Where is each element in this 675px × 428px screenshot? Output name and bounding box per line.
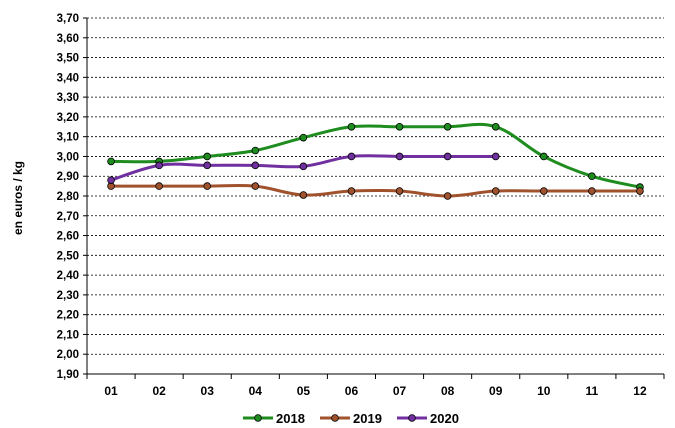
legend: 2018 2019 2020 bbox=[243, 411, 459, 426]
legend-item-2018: 2018 bbox=[243, 411, 305, 426]
x-tick-label: 03 bbox=[201, 384, 215, 398]
x-tick-label: 07 bbox=[393, 384, 407, 398]
y-tick-label: 3,10 bbox=[57, 132, 79, 144]
series-2020 bbox=[107, 152, 500, 184]
data-point-2020 bbox=[491, 152, 500, 161]
data-point-2020 bbox=[155, 161, 163, 170]
data-point-2019 bbox=[395, 187, 404, 195]
legend-swatch-marker bbox=[254, 414, 262, 422]
y-tick-label: 2,20 bbox=[57, 310, 79, 322]
data-point-2018 bbox=[203, 152, 212, 161]
y-tick-label: 3,20 bbox=[57, 112, 79, 124]
data-point-2019 bbox=[299, 191, 308, 199]
y-tick-label: 3,70 bbox=[57, 13, 79, 25]
data-point-2018 bbox=[443, 122, 452, 131]
gridlines bbox=[87, 17, 664, 355]
x-tick-label: 04 bbox=[249, 384, 263, 398]
y-tick-label: 3,00 bbox=[57, 151, 79, 163]
data-point-2018 bbox=[347, 122, 356, 131]
x-tick-label: 01 bbox=[104, 384, 118, 398]
x-tick-labels: 01 02 03 04 05 06 07 08 09 10 11 12 bbox=[104, 384, 647, 398]
x-tick-label: 11 bbox=[586, 384, 599, 398]
series-line-2019 bbox=[109, 183, 642, 198]
y-tick-label: 2,30 bbox=[57, 290, 79, 302]
y-tick-label: 2,80 bbox=[57, 191, 79, 203]
y-tick-label: 1,90 bbox=[57, 369, 79, 381]
data-point-2020 bbox=[347, 152, 356, 161]
data-point-2019 bbox=[636, 187, 644, 195]
data-point-2019 bbox=[588, 187, 596, 195]
legend-label: 2019 bbox=[353, 411, 382, 426]
y-tick-label: 2,50 bbox=[57, 250, 79, 262]
y-tick-label: 3,50 bbox=[57, 53, 79, 65]
axes bbox=[83, 17, 665, 379]
data-point-2019 bbox=[539, 187, 548, 195]
x-tick-label: 02 bbox=[152, 384, 166, 398]
data-point-2020 bbox=[443, 152, 452, 161]
series-lines bbox=[107, 122, 644, 200]
data-point-2018 bbox=[107, 157, 115, 166]
data-point-2018 bbox=[299, 133, 308, 142]
legend-swatch-marker bbox=[331, 414, 339, 422]
data-point-2018 bbox=[588, 172, 596, 181]
y-tick-label: 2,70 bbox=[57, 211, 79, 223]
x-tick-label: 06 bbox=[345, 384, 359, 398]
data-point-2019 bbox=[251, 182, 260, 190]
data-point-2018 bbox=[251, 146, 260, 155]
series-line-2018 bbox=[109, 122, 642, 189]
y-tick-label: 2,40 bbox=[57, 270, 79, 282]
data-point-2018 bbox=[395, 122, 404, 131]
y-axis-label: en euros / kg bbox=[11, 161, 25, 235]
x-tick-label: 08 bbox=[441, 384, 455, 398]
series-2019 bbox=[107, 182, 644, 200]
legend-label: 2018 bbox=[276, 411, 305, 426]
x-tick-label: 05 bbox=[297, 384, 311, 398]
x-tick-label: 09 bbox=[489, 384, 503, 398]
data-point-2018 bbox=[491, 122, 500, 131]
data-point-2020 bbox=[395, 152, 404, 161]
y-tick-label: 3,30 bbox=[57, 92, 79, 104]
data-point-2019 bbox=[491, 187, 500, 195]
data-point-2020 bbox=[251, 161, 260, 170]
x-tick-label: 10 bbox=[537, 384, 551, 398]
x-tick-label: 12 bbox=[633, 384, 647, 398]
y-tick-label: 2,00 bbox=[57, 349, 79, 361]
data-point-2020 bbox=[107, 176, 115, 184]
data-point-2019 bbox=[203, 182, 212, 190]
legend-label: 2020 bbox=[430, 411, 459, 426]
y-tick-labels: 1,90 2,00 2,10 2,20 2,30 2,40 2,50 2,60 2,70 2,80… bbox=[57, 13, 79, 381]
legend-swatch-marker bbox=[408, 414, 416, 422]
data-point-2020 bbox=[299, 162, 308, 171]
data-point-2020 bbox=[203, 161, 212, 170]
y-tick-label: 2,60 bbox=[57, 231, 79, 243]
data-point-2019 bbox=[347, 187, 356, 195]
y-tick-label: 2,10 bbox=[57, 329, 79, 341]
y-tick-label: 2,90 bbox=[57, 171, 79, 183]
data-point-2019 bbox=[443, 192, 452, 200]
data-point-2018 bbox=[539, 152, 548, 161]
legend-item-2020: 2020 bbox=[397, 411, 459, 426]
legend-item-2019: 2019 bbox=[320, 411, 382, 426]
y-tick-label: 3,60 bbox=[57, 33, 79, 45]
data-point-2019 bbox=[155, 182, 163, 190]
y-tick-label: 3,40 bbox=[57, 72, 79, 84]
